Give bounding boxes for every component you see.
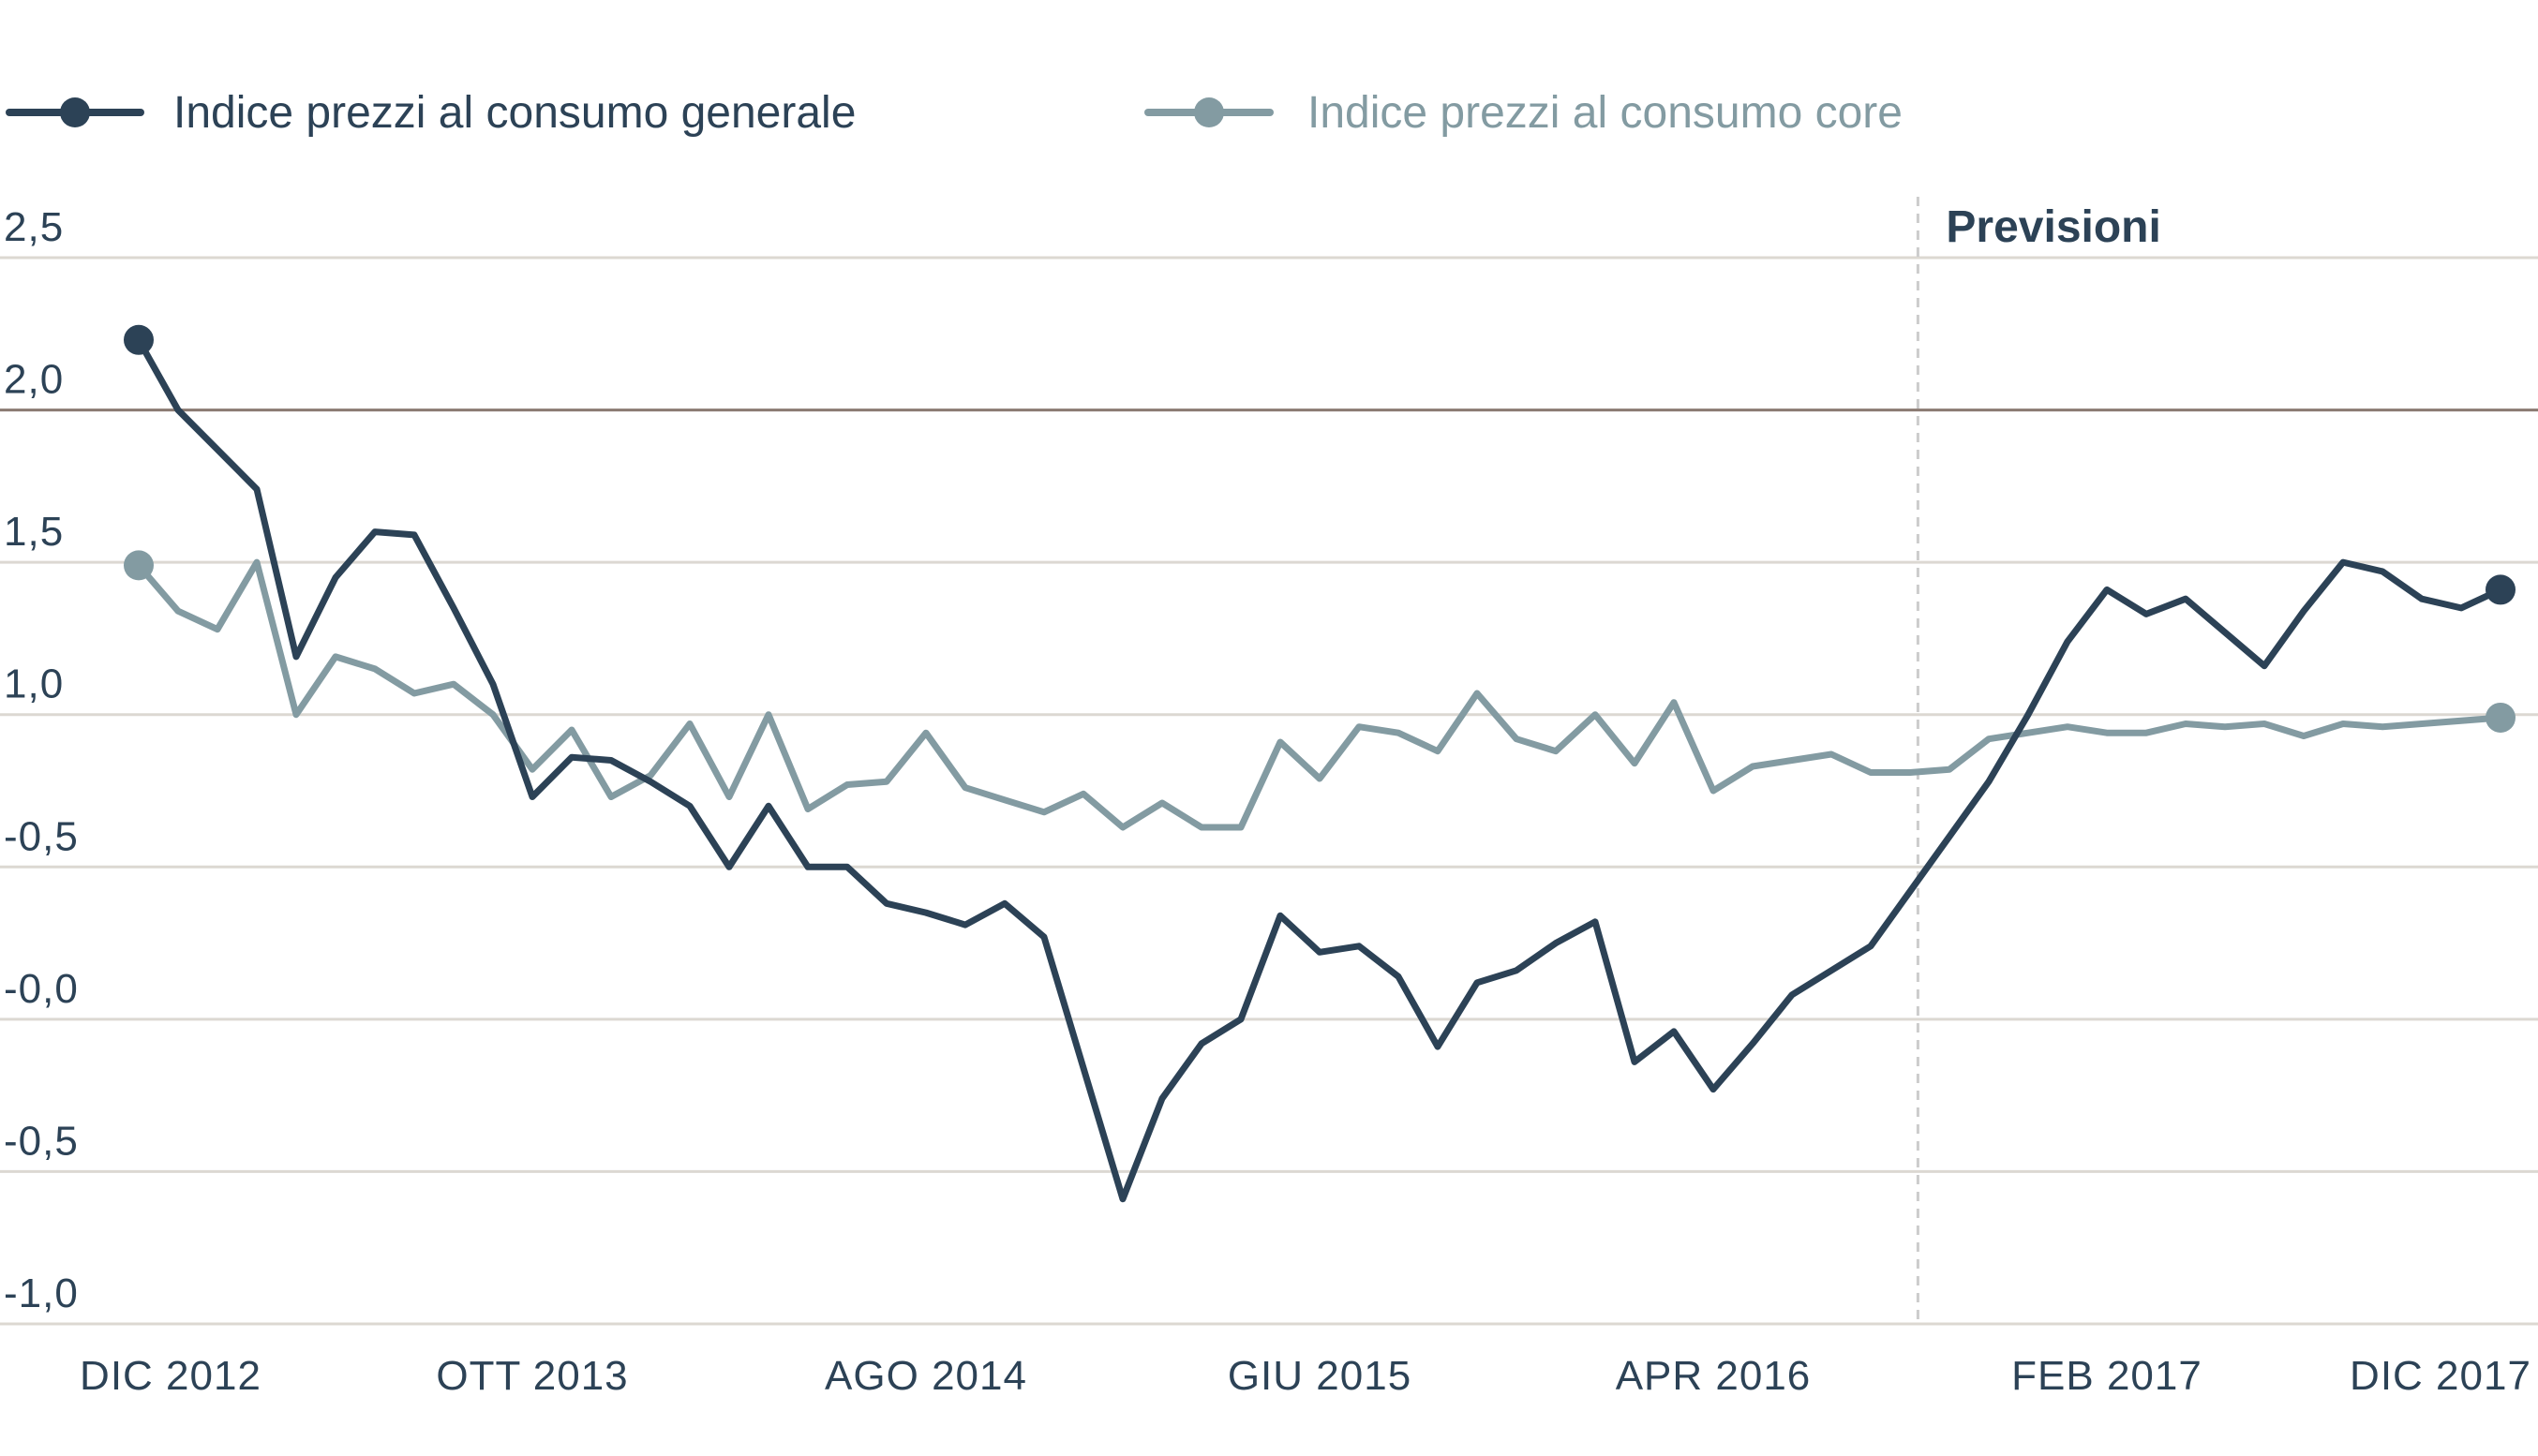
y-tick-label-6: -0,5 [4, 1118, 79, 1164]
legend-marker-generale [60, 97, 90, 127]
series-line-0 [135, 336, 2504, 1203]
y-tick-label-4: -0,5 [4, 813, 79, 859]
series-0-start-point [124, 324, 154, 355]
legend-label-core: Indice prezzi al consumo core [1307, 88, 1903, 138]
forecast-label: Previsioni [1946, 202, 2160, 252]
y-tick-label-0: 2,5 [4, 204, 64, 250]
series-line-1 [135, 558, 2504, 831]
x-tick-label-3: GIU 2015 [1228, 1353, 1411, 1399]
x-tick-label-2: AGO 2014 [825, 1353, 1027, 1399]
series-1-start-point [124, 550, 154, 581]
series-layer [124, 324, 2516, 1203]
y-axis: 2,5 2,0 1,5 1,0 -0,5 -0,0 -0,5 -1,0 [4, 204, 79, 1316]
y-tick-label-2: 1,5 [4, 509, 64, 555]
x-tick-label-0: DIC 2012 [80, 1353, 261, 1399]
series-1-end-point [2486, 702, 2516, 733]
legend-item-core: Indice prezzi al consumo core [1144, 88, 1903, 138]
legend-item-generale: Indice prezzi al consumo generale [6, 88, 856, 138]
grid [0, 256, 2538, 1326]
x-tick-label-1: OTT 2013 [436, 1353, 628, 1399]
legend-label-generale: Indice prezzi al consumo generale [173, 88, 856, 138]
y-tick-label-5: -0,0 [4, 966, 79, 1012]
x-tick-label-6: DIC 2017 [2350, 1353, 2531, 1399]
series-0-end-point [2486, 574, 2516, 605]
x-tick-label-4: APR 2016 [1616, 1353, 1812, 1399]
legend-marker-core [1194, 97, 1224, 127]
legend: Indice prezzi al consumo generale Indice… [6, 88, 1903, 138]
forecast-region: Previsioni [1916, 197, 2161, 1324]
x-axis: DIC 2012 OTT 2013 AGO 2014 GIU 2015 APR 2016… [80, 1353, 2531, 1399]
y-tick-label-1: 2,0 [4, 357, 64, 403]
x-tick-label-5: FEB 2017 [2011, 1353, 2202, 1399]
y-tick-label-3: 1,0 [4, 661, 64, 707]
y-tick-label-7: -1,0 [4, 1270, 79, 1316]
